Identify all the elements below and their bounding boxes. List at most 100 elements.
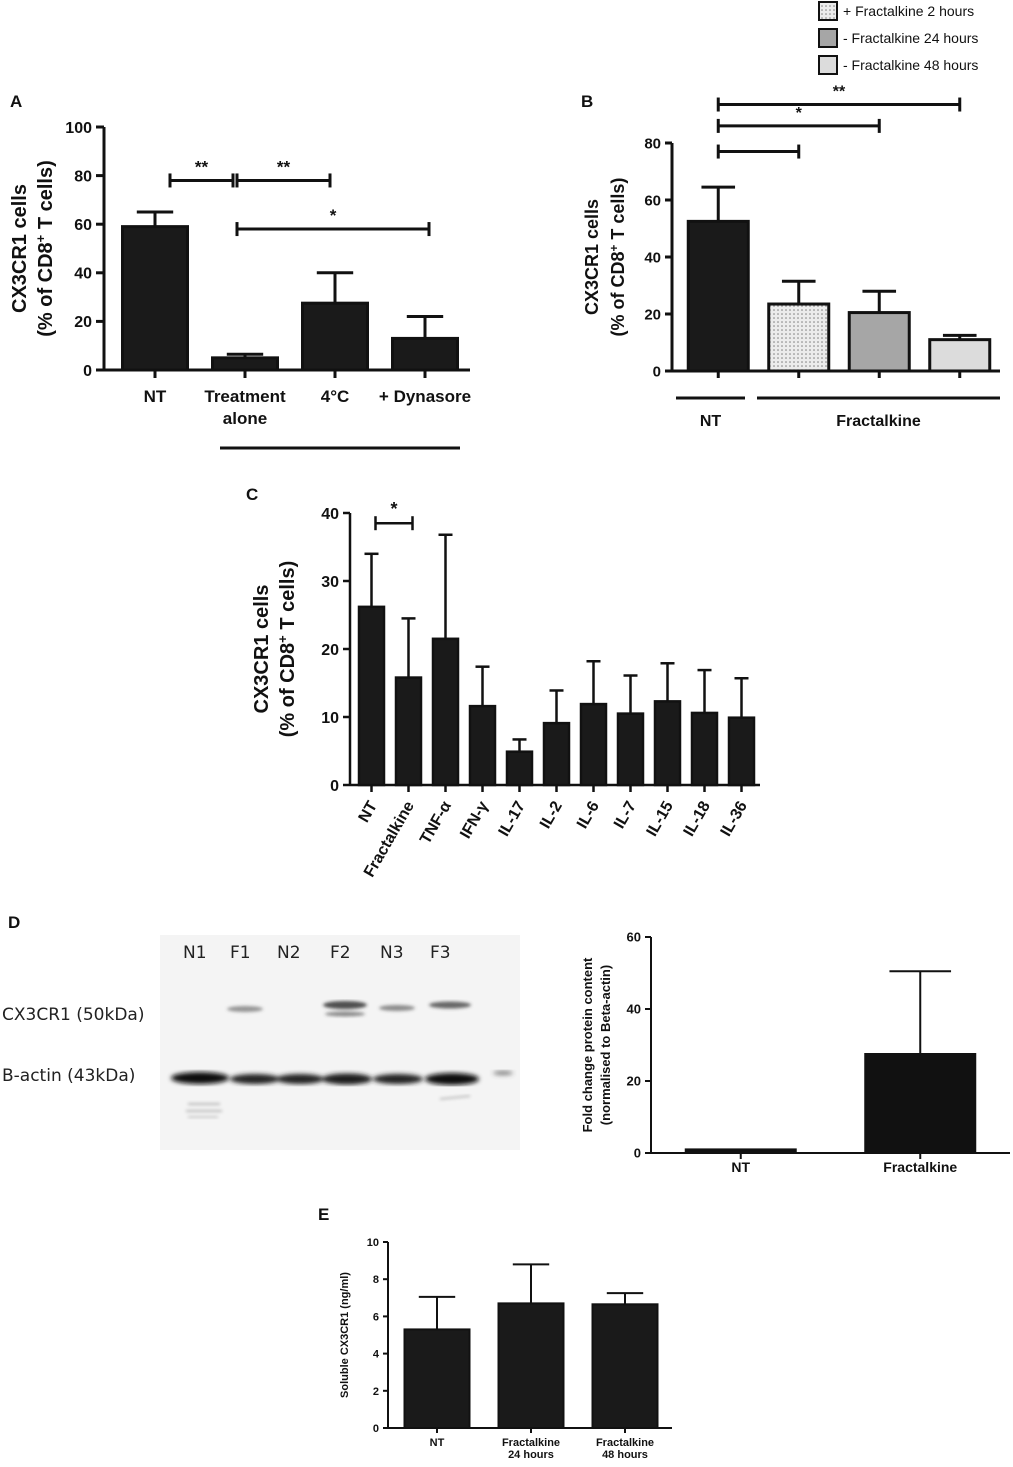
bar: [505, 750, 534, 787]
lane-label-n2: N2: [277, 943, 301, 963]
x-category-label: IL-17: [496, 798, 529, 839]
y-tick-label: 20: [627, 1074, 641, 1089]
y-axis-subtitle-sup: +: [275, 635, 290, 643]
band-bactin-f3: [425, 1073, 479, 1085]
bar: [616, 712, 645, 787]
y-tick-label: 0: [83, 363, 92, 380]
bar: [690, 711, 719, 787]
y-axis-subtitle-sup: +: [608, 244, 621, 251]
legend: + Fractalkine 2 hours - Fractalkine 24 h…: [812, 0, 1008, 80]
y-tick-label: 4: [373, 1349, 380, 1361]
bar: [591, 1303, 659, 1430]
y-tick-label: 0: [330, 778, 339, 795]
band-bactin-n1: [171, 1072, 229, 1084]
blot-row-label-cx3cr1: CX3CR1 (50kDa): [2, 1005, 144, 1025]
bar: [431, 637, 460, 787]
bar: [394, 676, 423, 787]
bar: [391, 336, 459, 372]
y-tick-label: 0: [653, 363, 661, 380]
y-tick-label: 30: [321, 574, 339, 591]
bar: [403, 1328, 471, 1430]
bar: [497, 1302, 565, 1430]
band-cx3cr1-n3: [379, 1005, 415, 1011]
blot-row-label-bactin: B-actin (43kDa): [2, 1066, 135, 1086]
bar: [542, 721, 571, 787]
chart-a: 0 20 40 60 80 100 NT Treatment alone 4°C + Dynasor…: [9, 120, 471, 450]
x-category-label: 4°C: [321, 387, 350, 406]
x-category-label: IL-7: [611, 798, 640, 831]
band-bactin-n2: [276, 1074, 324, 1084]
band-bactin-f2: [322, 1073, 372, 1085]
legend-entry: + Fractalkine 2 hours: [818, 1, 974, 21]
y-axis-subtitle-part: (% of CD8: [608, 251, 628, 336]
y-tick-label: 2: [373, 1386, 379, 1398]
x-category-label: IL-2: [537, 798, 566, 831]
y-tick-label: 20: [644, 306, 661, 323]
y-axis-title: CX3CR1 cells: [582, 199, 602, 315]
y-axis-subtitle-rest: T cells): [608, 178, 628, 245]
chart-b: 0 20 40 60 80 CX3CR1 cells (% of CD8+ T cells)…: [582, 84, 1000, 430]
bar: [928, 338, 992, 373]
x-category-label: Fractalkine: [883, 1159, 957, 1175]
bar: [579, 702, 608, 787]
significance-label: *: [390, 499, 397, 519]
y-axis-subtitle-rest: T cells): [35, 160, 57, 234]
x-category-label: Fractalkine: [502, 1437, 560, 1449]
legend-swatch-48h: [818, 55, 838, 75]
bar: [357, 605, 386, 787]
y-axis-title: (normalised to Beta-actin): [598, 965, 613, 1125]
x-category-label: IFN-γ: [457, 798, 492, 841]
band-cx3cr1-f2-lower: [325, 1011, 365, 1017]
band-bactin-n3: [373, 1074, 423, 1084]
y-tick-label: 60: [644, 192, 661, 209]
panel-label-e: E: [318, 1205, 329, 1224]
x-category-label: Treatment: [204, 387, 286, 406]
lane-label-n3: N3: [380, 943, 404, 963]
y-tick-label: 60: [74, 217, 92, 234]
y-tick-label: 0: [634, 1146, 641, 1161]
lane-label-f3: F3: [430, 943, 451, 963]
legend-label-24h: - Fractalkine 24 hours: [843, 30, 978, 46]
band-cx3cr1-f3: [429, 1001, 471, 1009]
lane-label-f2: F2: [330, 943, 351, 963]
y-axis-title: CX3CR1 cells: [9, 184, 31, 313]
blot-smears: [186, 1095, 471, 1118]
bar: [121, 225, 189, 372]
panel-label-c: C: [246, 485, 258, 504]
panel-label-d: D: [8, 913, 20, 932]
y-tick-label: 40: [74, 266, 92, 283]
x-category-label: IL-15: [644, 798, 677, 839]
bar: [653, 700, 682, 787]
x-category-label: alone: [223, 409, 267, 428]
bar: [301, 301, 369, 372]
lane-label-f1: F1: [230, 943, 251, 963]
y-tick-label: 60: [627, 930, 641, 945]
y-tick-label: 8: [373, 1274, 379, 1286]
bar: [684, 1148, 797, 1155]
y-axis-subtitle: (% of CD8+ T cells): [275, 561, 300, 738]
y-tick-label: 40: [627, 1002, 641, 1017]
y-tick-label: 80: [644, 135, 661, 152]
x-category-label: TNF-α: [417, 798, 455, 847]
x-category-label: 48 hours: [602, 1449, 648, 1461]
x-category-label: Fractalkine: [596, 1437, 654, 1449]
y-tick-label: 40: [321, 506, 339, 523]
y-tick-label: 20: [74, 314, 92, 331]
significance-label: **: [833, 84, 846, 101]
chart-d: 0 20 40 60 NT Fractalkine Fold change protein …: [580, 930, 1010, 1175]
y-axis-title: Soluble CX3CR1 (ng/ml): [339, 1272, 351, 1398]
bar: [847, 311, 911, 373]
x-category-label: NT: [144, 387, 167, 406]
bar: [767, 302, 831, 373]
x-category-label: IL-18: [681, 798, 714, 839]
band-bactin-f1: [230, 1074, 280, 1084]
y-tick-label: 10: [367, 1237, 379, 1249]
y-axis-subtitle-rest: T cells): [277, 561, 299, 635]
cx3cr1-bands: [227, 1001, 471, 1017]
x-category-label: 24 hours: [508, 1449, 554, 1461]
band-cx3cr1-f2: [323, 1001, 367, 1009]
significance-label: **: [195, 157, 209, 176]
